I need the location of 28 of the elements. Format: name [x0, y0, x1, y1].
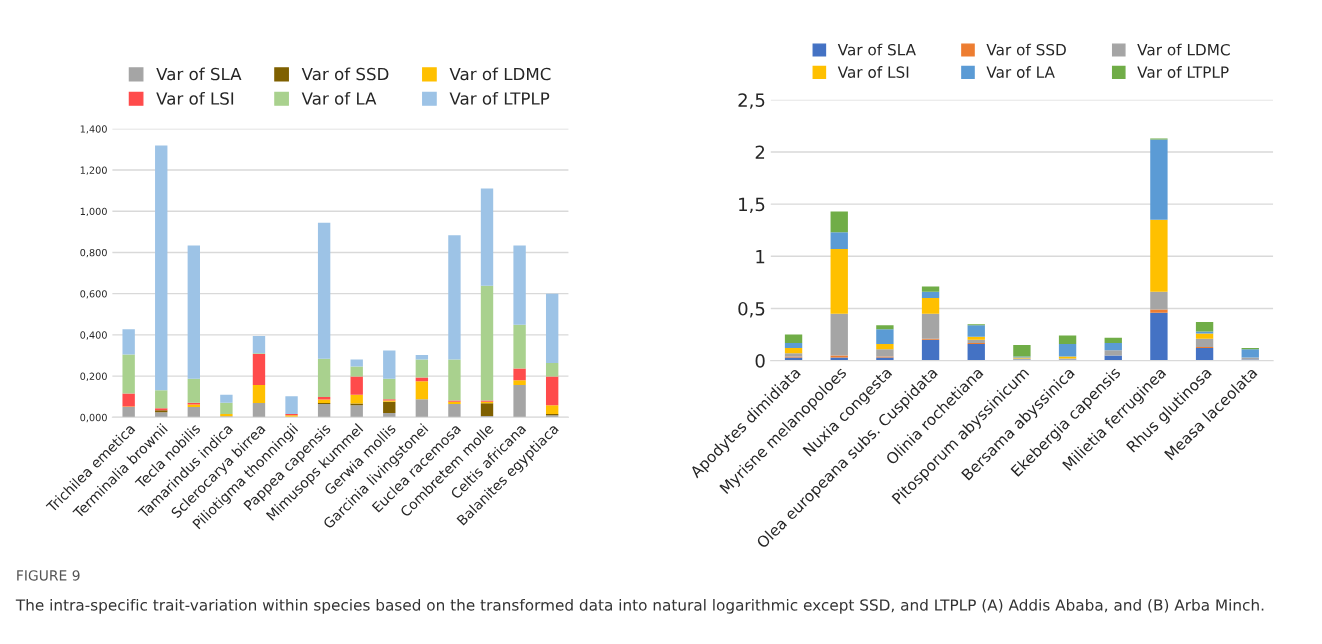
legend-label: Var of LDMC — [1137, 43, 1230, 56]
caption: FIGURE 9 — [17, 570, 80, 581]
legend-label: Var of LDMC — [449, 67, 551, 81]
y-tick-label: 1,400 — [80, 125, 107, 134]
y-tick-label: 0,200 — [80, 372, 107, 381]
text: The intra-specific trait-variation within species based on the transformed data into natural logarithmic except SSD, and LTPLP (A) Addis Ababa, and (B) Arba Minch. — [15, 598, 1264, 614]
y-tick-label: 0,000 — [80, 413, 107, 423]
y-tick-label: 0,5 — [738, 301, 765, 318]
legend-label: Var of LSI — [156, 91, 234, 105]
y-tick-label: 1,5 — [739, 197, 765, 214]
y-tick-label: 2,5 — [738, 93, 765, 109]
y-tick-label: 0,800 — [80, 248, 107, 258]
legend-label: Var of LA — [986, 66, 1055, 78]
y-tick-label: 2 — [755, 145, 765, 159]
legend-label: Var of SSD — [301, 67, 389, 81]
legend-label: Var of LSI — [837, 66, 909, 78]
legend-label: Var of LTPLP — [449, 91, 550, 105]
y-tick-label: 1 — [756, 250, 765, 264]
legend-label: Var of SSD — [986, 43, 1066, 56]
legend-label: Var of SLA — [156, 67, 242, 81]
y-tick-label: 0,600 — [80, 290, 107, 299]
legend-label: Var of LTPLP — [1137, 66, 1229, 78]
legend-label: Var of LA — [301, 91, 377, 105]
y-tick-label: 0 — [755, 354, 765, 368]
y-tick-label: 1,200 — [80, 166, 107, 175]
y-tick-label: 1,000 — [80, 207, 107, 217]
legend-label: Var of SLA — [837, 43, 916, 56]
y-tick-label: 0,400 — [80, 331, 107, 340]
